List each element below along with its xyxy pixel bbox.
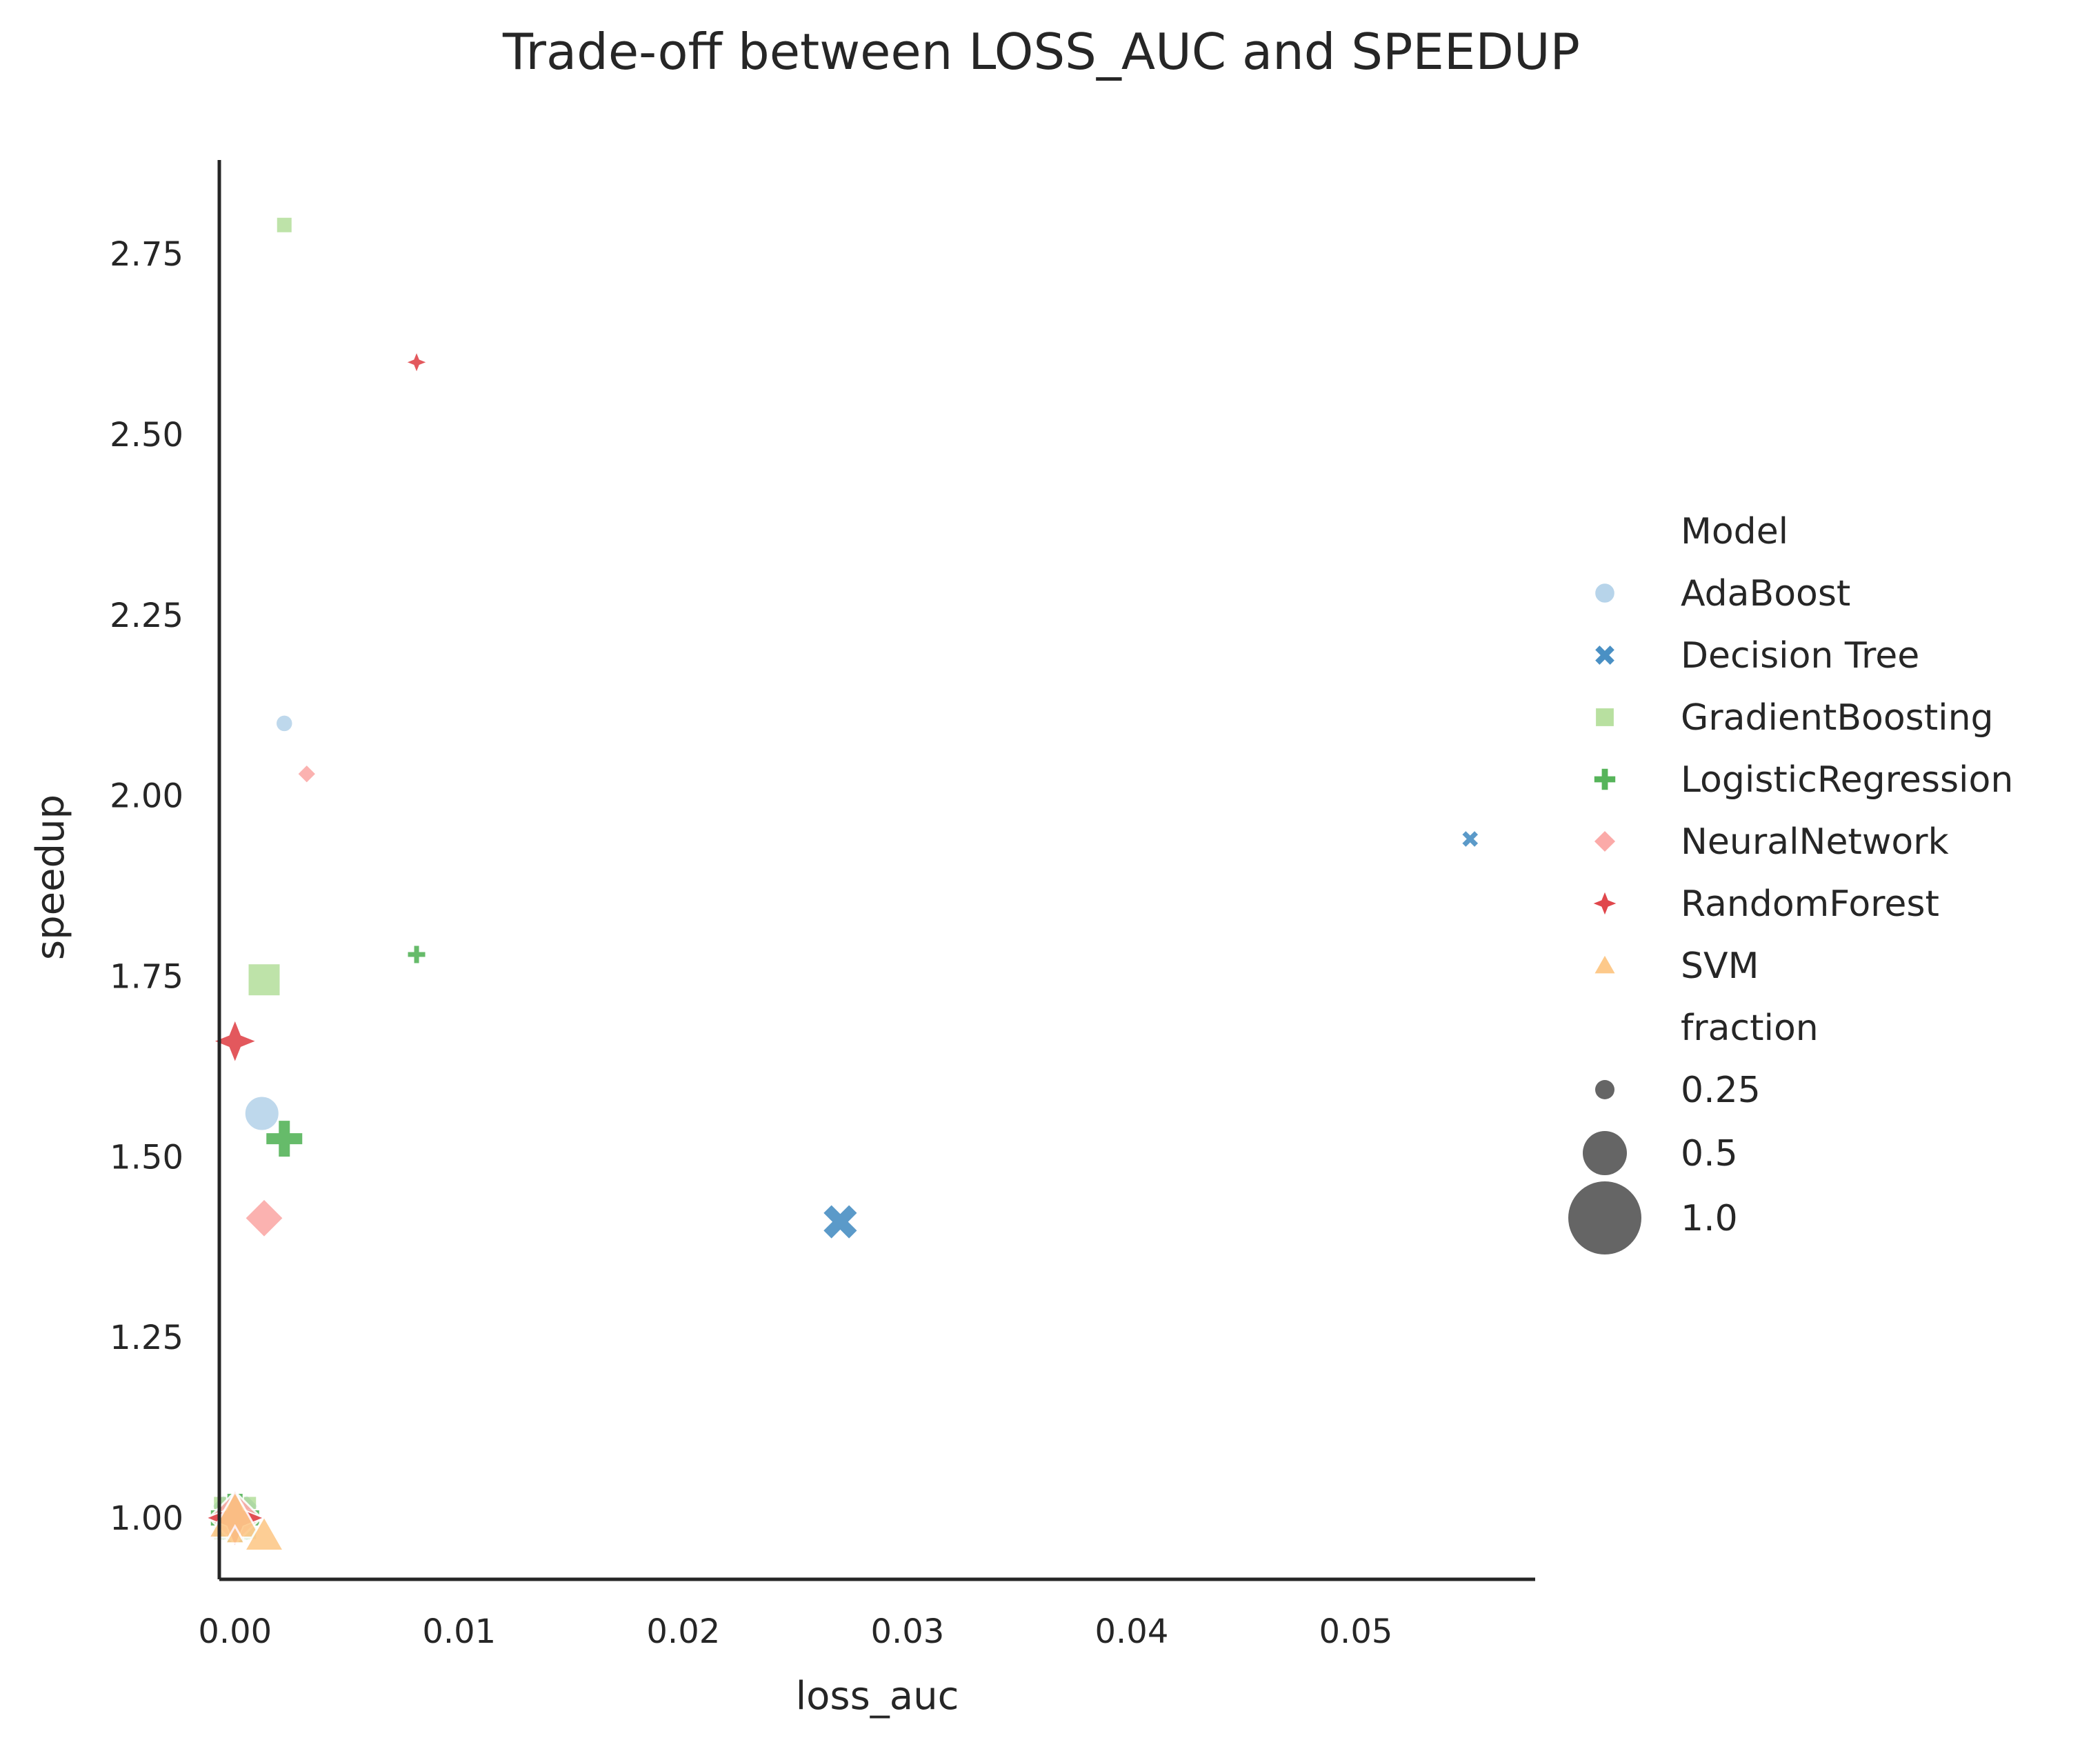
legend-marker	[1590, 888, 1620, 919]
legend-marker	[1591, 828, 1619, 855]
data-point	[265, 1119, 304, 1159]
legend-size-label: 0.25	[1681, 1070, 1761, 1111]
legend-title-model: Model	[1681, 511, 1788, 552]
y-tick-label: 1.50	[110, 1138, 183, 1177]
x-tick-label: 0.05	[1319, 1612, 1393, 1651]
series-gradientboosting	[212, 215, 294, 1541]
series-svm	[207, 1489, 286, 1552]
y-tick-label: 2.25	[110, 597, 183, 635]
data-point	[243, 1197, 286, 1239]
legend-label: Decision Tree	[1681, 635, 1919, 677]
legend: Model AdaBoost Decision Tree GradientBoosti…	[1568, 511, 2013, 1254]
x-tick-label: 0.00	[198, 1612, 272, 1651]
legend-marker	[1592, 767, 1617, 792]
data-point	[821, 1203, 859, 1241]
x-tick-label: 0.02	[646, 1612, 720, 1651]
legend-item: Decision Tree	[1593, 635, 1919, 677]
legend-size-marker	[1568, 1181, 1641, 1254]
legend-label: RandomForest	[1681, 883, 1939, 925]
y-tick-label: 2.00	[110, 777, 183, 816]
legend-marker	[1593, 643, 1617, 667]
legend-size-label: 1.0	[1681, 1198, 1738, 1239]
legend-label: GradientBoosting	[1681, 697, 1994, 739]
legend-label: SVM	[1681, 946, 1759, 987]
legend-label: NeuralNetwork	[1681, 821, 1949, 863]
x-tick-label: 0.03	[870, 1612, 944, 1651]
series-randomforest	[204, 349, 430, 1549]
y-tick-label: 2.50	[110, 416, 183, 454]
x-tick-label: 0.01	[422, 1612, 496, 1651]
legend-item: NeuralNetwork	[1591, 821, 1949, 863]
y-tick-label: 2.75	[110, 235, 183, 274]
data-point	[242, 1514, 286, 1552]
legend-marker	[1593, 581, 1617, 605]
plot-area	[204, 215, 1480, 1552]
y-tick-label: 1.75	[110, 957, 183, 996]
data-point	[403, 349, 430, 375]
y-tick-label: 1.25	[110, 1319, 183, 1357]
legend-item: SVM	[1591, 946, 1759, 987]
legend-title-fraction: fraction	[1681, 1008, 1819, 1049]
legend-item: AdaBoost	[1593, 573, 1850, 614]
legend-size-label: 0.5	[1681, 1133, 1738, 1174]
data-point	[243, 1094, 281, 1132]
data-point	[406, 944, 427, 965]
legend-item: RandomForest	[1590, 883, 1939, 925]
data-point	[223, 1523, 247, 1545]
legend-size-marker	[1583, 1131, 1627, 1175]
legend-label: AdaBoost	[1681, 573, 1850, 614]
legend-marker	[1591, 951, 1619, 976]
legend-item: GradientBoosting	[1594, 697, 1994, 739]
legend-item: LogisticRegression	[1592, 759, 2013, 801]
legend-size-item: 0.25	[1595, 1070, 1761, 1111]
y-axis-label: speedup	[28, 794, 73, 960]
x-tick-label: 0.04	[1094, 1612, 1168, 1651]
legend-size-item: 0.5	[1583, 1131, 1738, 1175]
data-point	[211, 1017, 259, 1065]
y-tick-label: 1.00	[110, 1499, 183, 1538]
data-point	[295, 762, 319, 786]
legend-label: LogisticRegression	[1681, 759, 2013, 801]
legend-size-item: 1.0	[1568, 1181, 1738, 1254]
legend-marker	[1594, 706, 1616, 728]
chart-title: Trade-off between LOSS_AUC and SPEEDUP	[502, 23, 1580, 81]
legend-size-marker	[1595, 1080, 1614, 1099]
x-axis-label: loss_auc	[796, 1674, 959, 1719]
data-point	[274, 215, 294, 234]
data-point	[246, 962, 282, 998]
series-neuralnetwork	[207, 762, 319, 1546]
data-point	[274, 713, 294, 734]
series-decision-tree	[210, 829, 1480, 1543]
data-point	[1460, 829, 1480, 849]
axes: 0.00 0.01 0.02 0.03 0.04 0.05 1.00 1.25 1.50 1.75…	[110, 160, 1535, 1651]
